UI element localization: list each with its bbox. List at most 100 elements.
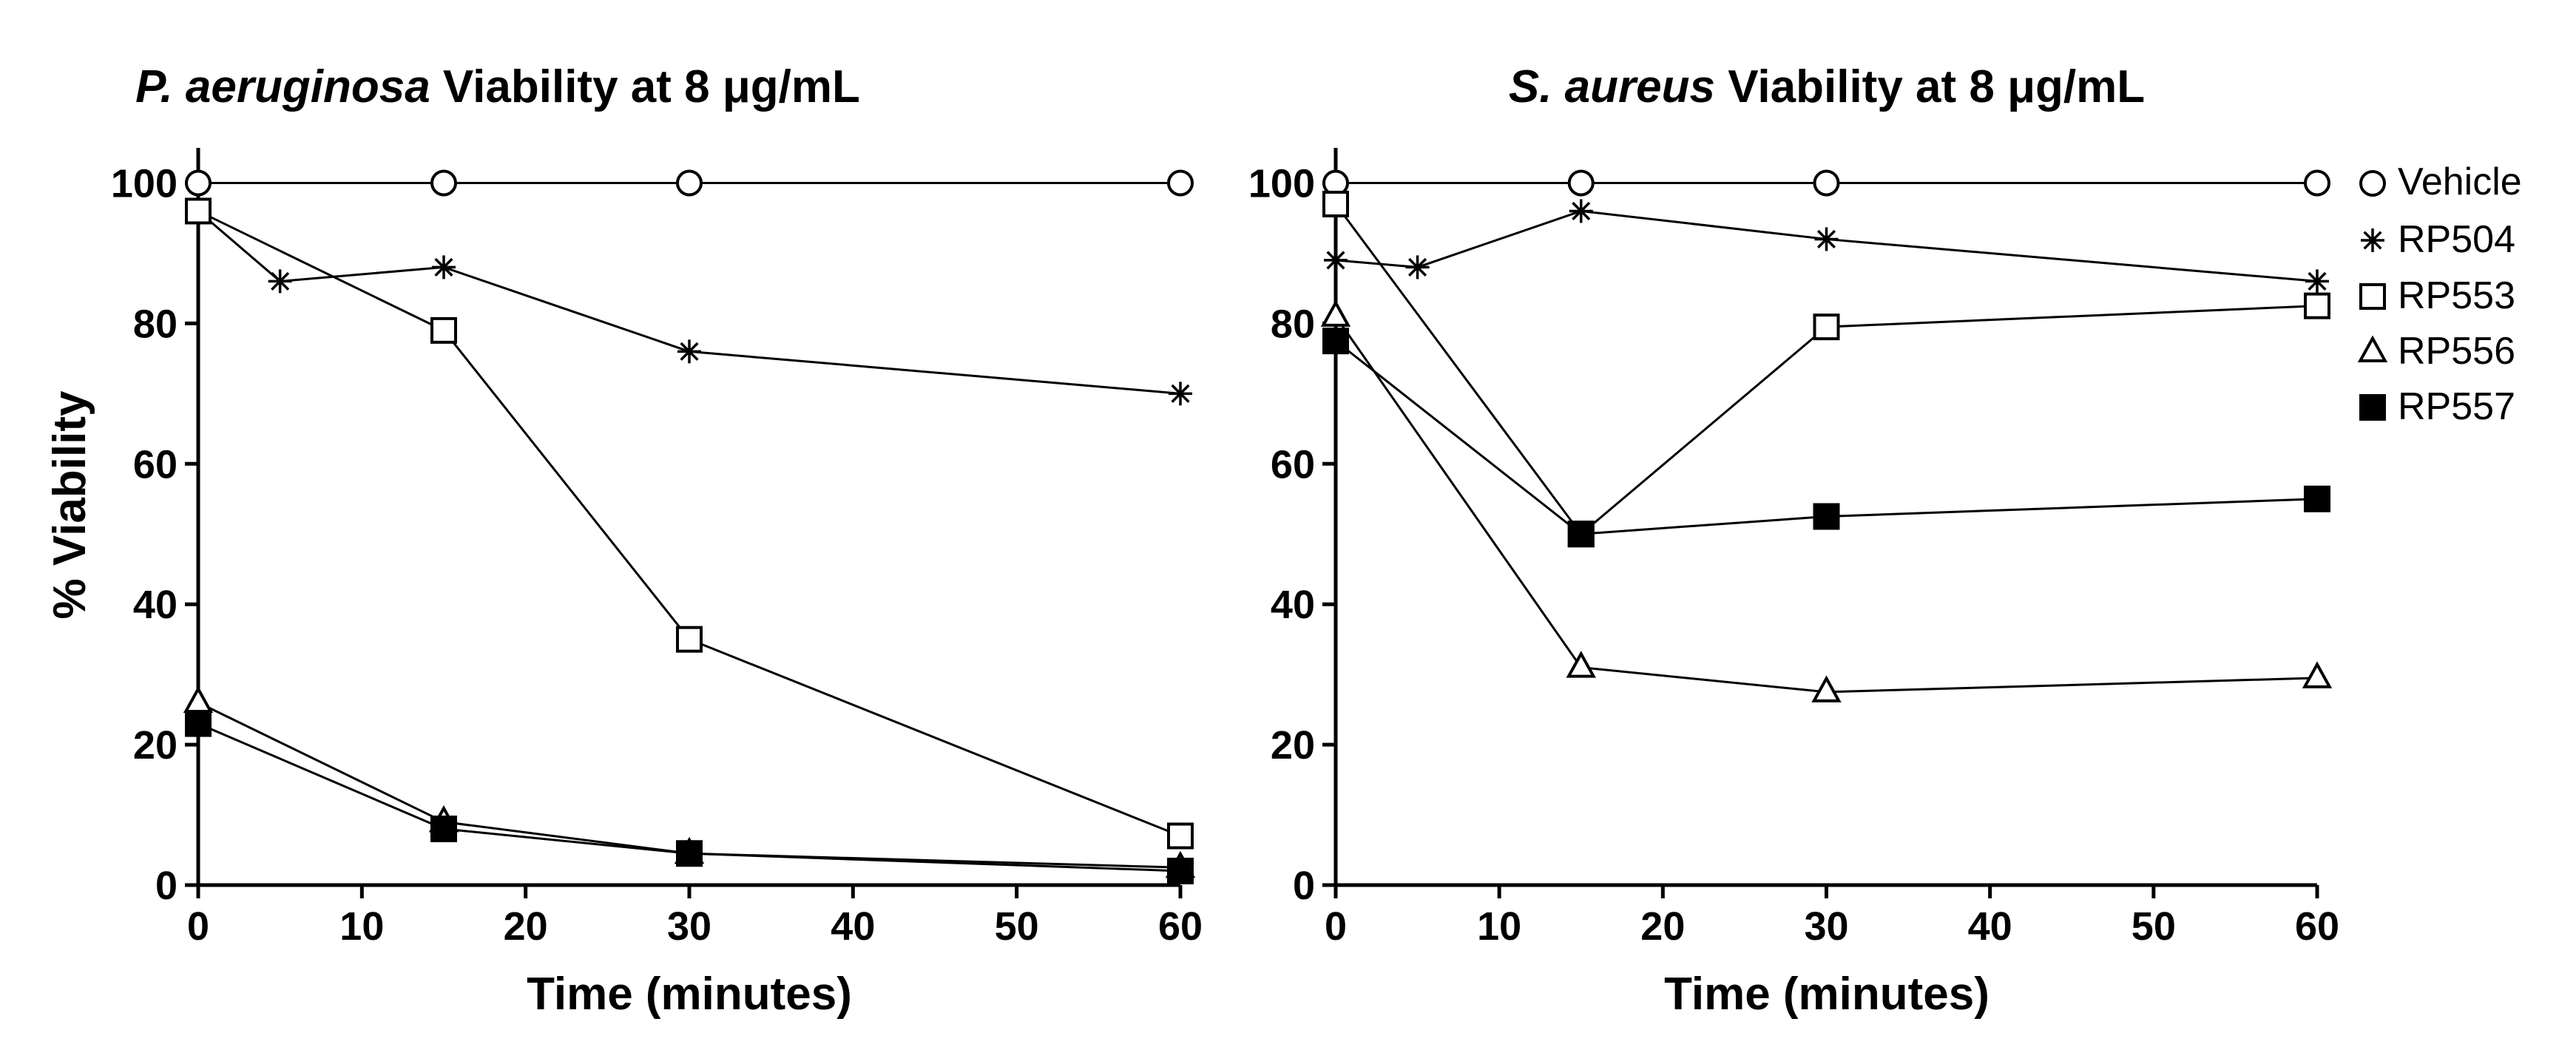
legend-symbol-vehicle [2359, 170, 2386, 197]
legend: Vehicle RP504 RP553 RP556 RP557 [2357, 160, 2522, 428]
point-sa-rp504-0 [1324, 248, 1348, 272]
series-pa-rp504 [186, 199, 1192, 406]
series-sa-rp504 [1324, 199, 2329, 294]
point-pa-rp553-30 [676, 626, 703, 653]
point-sa-vehicle-15 [1567, 169, 1595, 197]
title-sa-italic: S. aureus [1509, 61, 1715, 112]
series-line-sa-rp557 [1335, 339, 2318, 535]
series-pa-rp553 [185, 197, 1194, 850]
point-sa-vehicle-60 [2304, 169, 2330, 197]
title-pa-rest: Viability at 8 μg/mL [430, 61, 860, 112]
title-sa: S. aureus Viability at 8 μg/mL [1509, 61, 2145, 112]
legend-marker-vehicle [2359, 170, 2386, 197]
x-tick-label-sa-40: 40 [1968, 904, 2012, 949]
title-pa: P. aeruginosa Viability at 8 μg/mL [135, 61, 860, 112]
axes-pa: 0 10 20 30 40 50 60 0 20 40 60 80 100 [111, 148, 1203, 949]
point-pa-rp557-15 [430, 816, 457, 843]
legend-symbol-rp504 [2361, 228, 2384, 252]
legend-symbol-rp556 [2357, 335, 2388, 362]
y-tick-label-sa-60: 60 [1271, 442, 1315, 487]
series-line-sa-rp556 [1334, 316, 2318, 694]
legend-symbol-rp557 [2359, 394, 2386, 421]
x-tick-label-sa-30: 30 [1804, 904, 1848, 949]
point-pa-rp557-0 [185, 710, 212, 737]
series-line-pa-rp504 [197, 210, 1181, 395]
x-tick-label-pa-30: 30 [667, 904, 711, 949]
y-tick-label-sa-0: 0 [1293, 864, 1315, 908]
point-sa-vehicle-30 [1813, 169, 1840, 197]
panel-pa: P. aeruginosa Viability at 8 μg/mL % Via… [44, 61, 1203, 1020]
legend-entry-rp556: RP556 [2357, 330, 2515, 373]
point-sa-rp504-5 [1405, 255, 1430, 279]
x-tick-label-pa-50: 50 [995, 904, 1039, 949]
series-pa-rp557 [185, 710, 1194, 885]
point-pa-vehicle-30 [676, 169, 703, 197]
y-tick-label-pa-0: 0 [155, 864, 178, 908]
point-sa-rp557-30 [1813, 503, 1840, 530]
x-tick-label-pa-10: 10 [339, 904, 384, 949]
point-sa-rp557-15 [1567, 521, 1595, 548]
point-sa-rp557-60 [2304, 485, 2330, 512]
y-tick-label-sa-40: 40 [1271, 583, 1315, 627]
legend-entry-rp553: RP553 [2359, 274, 2515, 317]
title-sa-rest: Viability at 8 μg/mL [1715, 61, 2145, 112]
series-line-pa-rp556 [197, 701, 1181, 869]
point-pa-rp557-60 [1167, 858, 1194, 885]
legend-label-vehicle: Vehicle [2398, 160, 2522, 203]
point-sa-rp556-0 [1320, 299, 1351, 327]
y-tick-label-pa-40: 40 [133, 583, 178, 627]
point-pa-vehicle-0 [185, 169, 212, 197]
ylabel-pa: % Viability [44, 390, 95, 619]
point-sa-rp556-60 [2302, 661, 2333, 688]
point-pa-vehicle-15 [430, 169, 457, 197]
point-sa-rp553-30 [1813, 314, 1840, 341]
point-pa-rp504-15 [432, 255, 456, 279]
x-tick-label-sa-20: 20 [1640, 904, 1685, 949]
legend-marker-rp557 [2359, 394, 2386, 421]
y-tick-label-pa-20: 20 [133, 723, 178, 768]
legend-label-rp553: RP553 [2398, 274, 2515, 317]
x-tick-label-sa-60: 60 [2295, 904, 2339, 949]
y-tick-label-pa-80: 80 [133, 302, 178, 346]
legend-entry-vehicle: Vehicle [2359, 160, 2522, 203]
legend-label-rp556: RP556 [2398, 330, 2515, 373]
plot-pa [183, 169, 1196, 885]
y-tick-label-sa-100: 100 [1248, 161, 1315, 206]
point-pa-rp553-15 [430, 316, 457, 344]
point-sa-rp553-0 [1322, 190, 1349, 217]
series-line-pa-rp557 [197, 722, 1181, 872]
point-sa-rp556-15 [1566, 651, 1596, 678]
series-line-sa-rp553 [1334, 203, 2318, 536]
legend-label-rp557: RP557 [2398, 385, 2515, 428]
point-pa-rp504-60 [1169, 382, 1192, 406]
point-sa-rp553-60 [2304, 292, 2330, 319]
legend-label-rp504: RP504 [2398, 218, 2515, 261]
y-tick-label-sa-80: 80 [1271, 302, 1315, 346]
y-tick-label-pa-100: 100 [111, 161, 178, 206]
x-tick-label-sa-0: 0 [1325, 904, 1347, 949]
legend-entry-rp504: RP504 [2361, 218, 2515, 261]
x-tick-label-sa-10: 10 [1477, 904, 1521, 949]
series-line-pa-rp553 [197, 210, 1181, 837]
xlabel-sa: Time (minutes) [1664, 969, 1990, 1020]
legend-marker-rp553 [2359, 283, 2386, 310]
point-pa-rp553-60 [1167, 822, 1194, 850]
x-tick-label-pa-0: 0 [187, 904, 209, 949]
point-sa-rp504-60 [2305, 269, 2329, 294]
point-pa-rp556-0 [183, 685, 214, 714]
x-tick-label-pa-60: 60 [1158, 904, 1203, 949]
series-sa-rp557 [1322, 328, 2330, 548]
point-sa-rp556-30 [1811, 675, 1842, 702]
point-pa-rp504-5 [268, 269, 292, 294]
series-sa-rp556 [1320, 299, 2333, 702]
series-sa-vehicle [1322, 169, 2330, 197]
legend-entry-rp557: RP557 [2359, 385, 2515, 428]
point-pa-vehicle-60 [1167, 169, 1194, 197]
point-sa-rp504-15 [1569, 199, 1593, 223]
axes-sa: 0 10 20 30 40 50 60 0 20 40 60 80 100 [1248, 148, 2339, 949]
point-pa-rp553-0 [185, 197, 212, 225]
x-tick-label-pa-20: 20 [504, 904, 548, 949]
legend-symbol-rp553 [2359, 283, 2386, 310]
y-tick-label-pa-60: 60 [133, 442, 178, 487]
